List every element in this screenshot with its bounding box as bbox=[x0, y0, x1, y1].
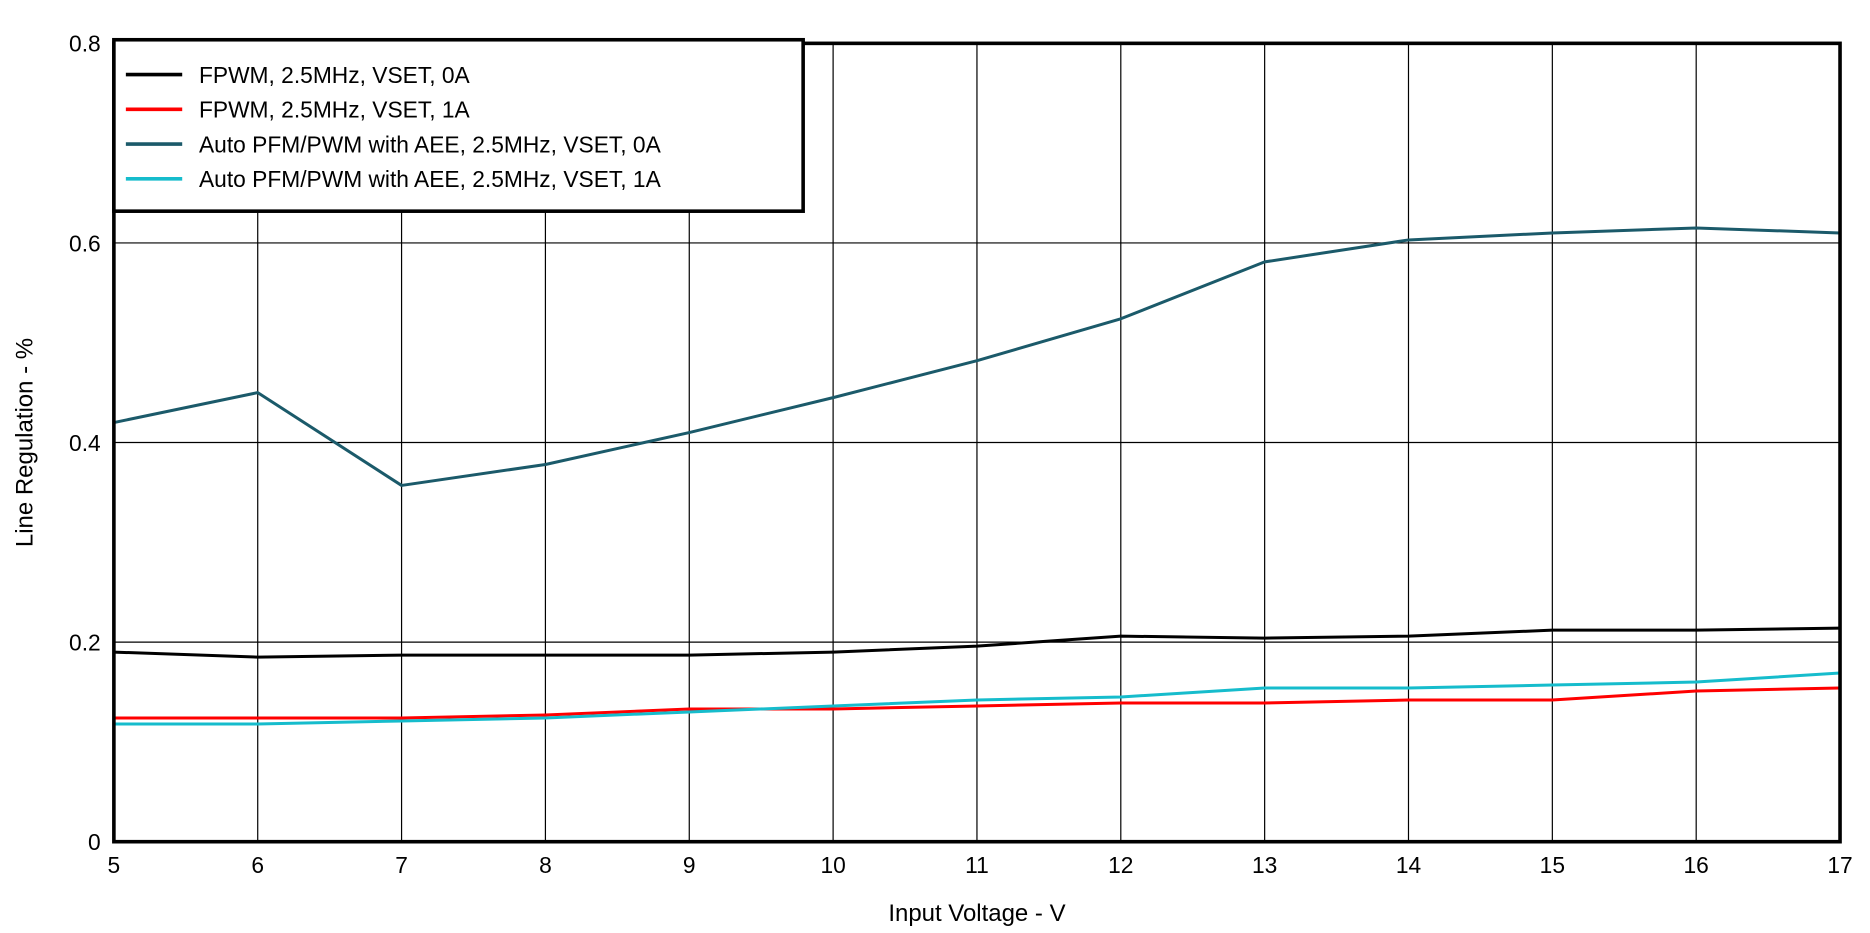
x-tick-label: 16 bbox=[1684, 852, 1709, 878]
x-tick-label: 6 bbox=[251, 852, 264, 878]
legend: FPWM, 2.5MHz, VSET, 0A FPWM, 2.5MHz, VSET… bbox=[112, 37, 805, 213]
y-tick-labels: 0 0.2 0.4 0.6 0.8 bbox=[69, 31, 101, 855]
x-tick-labels: 5 6 7 8 9 10 11 12 13 14 15 16 17 bbox=[108, 852, 1853, 878]
y-axis-label: Line Regulation - % bbox=[11, 338, 38, 547]
x-tick-label: 9 bbox=[683, 852, 696, 878]
x-tick-label: 8 bbox=[539, 852, 552, 878]
legend-label: Auto PFM/PWM with AEE, 2.5MHz, VSET, 0A bbox=[199, 131, 662, 157]
legend-label: FPWM, 2.5MHz, VSET, 0A bbox=[199, 62, 471, 88]
legend-box bbox=[112, 37, 805, 213]
x-tick-label: 11 bbox=[965, 852, 989, 878]
y-tick-label: 0.8 bbox=[69, 31, 101, 57]
x-tick-label: 14 bbox=[1396, 852, 1421, 878]
legend-label: Auto PFM/PWM with AEE, 2.5MHz, VSET, 1A bbox=[199, 166, 662, 192]
x-tick-label: 7 bbox=[395, 852, 408, 878]
x-tick-label: 17 bbox=[1827, 852, 1852, 878]
plot-frame bbox=[112, 41, 1842, 844]
x-tick-label: 12 bbox=[1108, 852, 1133, 878]
legend-label: FPWM, 2.5MHz, VSET, 1A bbox=[199, 97, 471, 123]
y-tick-label: 0.6 bbox=[69, 230, 101, 256]
y-tick-label: 0.4 bbox=[69, 430, 101, 456]
x-axis-label: Input Voltage - V bbox=[888, 900, 1065, 927]
y-tick-label: 0.2 bbox=[69, 630, 101, 656]
x-tick-label: 15 bbox=[1540, 852, 1565, 878]
x-tick-label: 5 bbox=[108, 852, 121, 878]
x-tick-label: 13 bbox=[1252, 852, 1277, 878]
series-lines bbox=[113, 226, 1841, 726]
x-tick-label: 10 bbox=[820, 852, 845, 878]
y-tick-label: 0 bbox=[88, 829, 101, 855]
